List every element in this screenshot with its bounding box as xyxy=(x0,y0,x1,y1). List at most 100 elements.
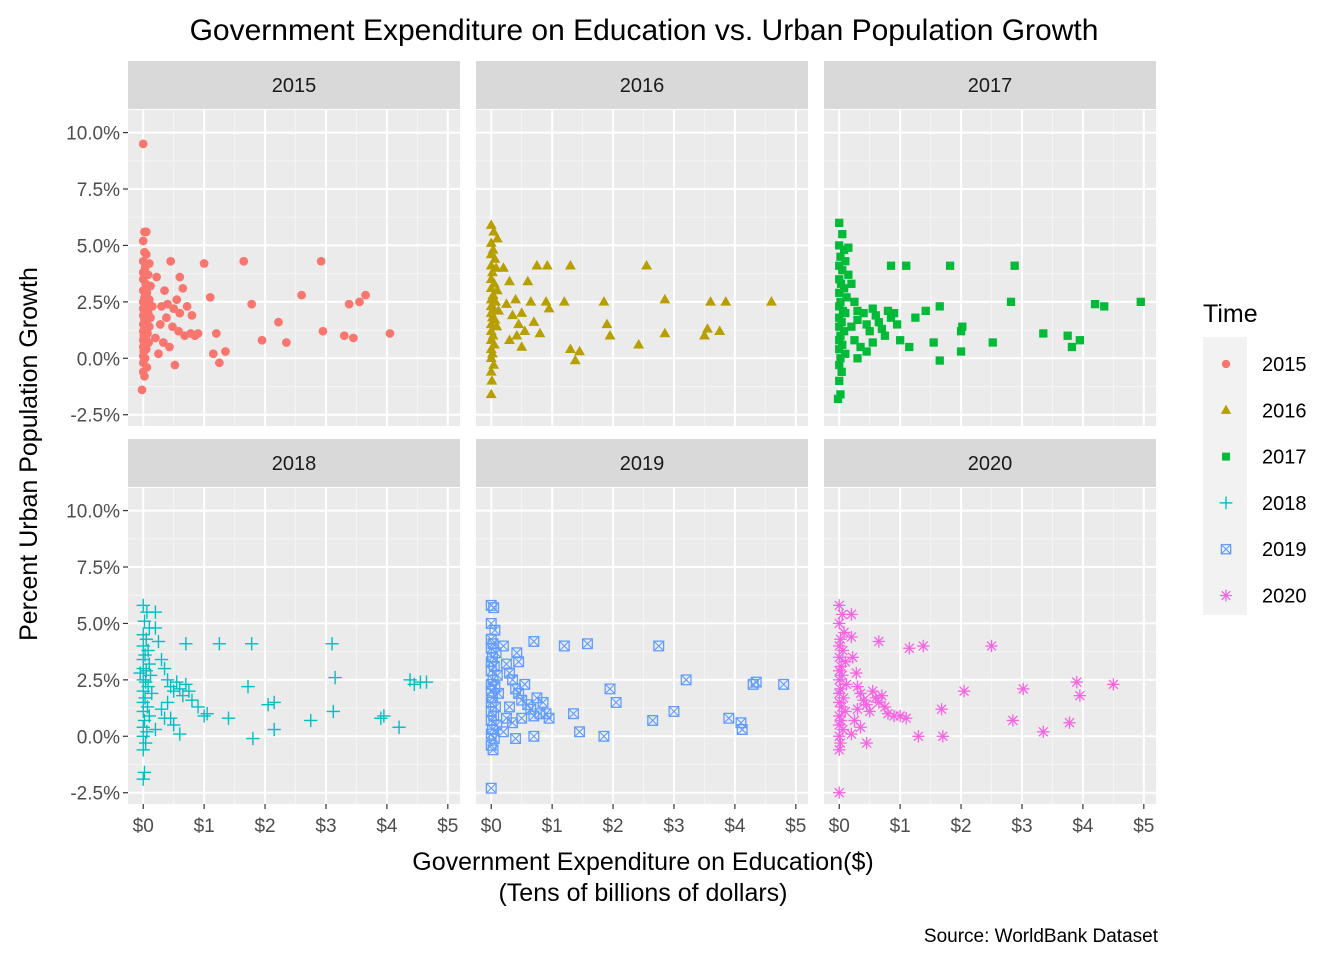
data-point xyxy=(598,296,610,306)
data-point-shape xyxy=(525,296,537,306)
data-point xyxy=(485,352,497,363)
legend-key-background xyxy=(1203,337,1247,615)
data-point-shape xyxy=(865,327,874,336)
data-point xyxy=(151,634,166,649)
data-point-shape xyxy=(516,694,527,706)
facet-strip-label: 2017 xyxy=(968,75,1013,97)
data-point xyxy=(516,341,528,351)
data-point-shape xyxy=(853,306,862,316)
data-point-shape xyxy=(668,706,680,717)
data-point-shape xyxy=(1067,342,1077,352)
data-point xyxy=(152,272,162,282)
data-point xyxy=(845,727,858,741)
data-point-shape xyxy=(316,256,326,266)
data-point xyxy=(835,241,844,250)
data-point-shape xyxy=(896,336,905,345)
data-point xyxy=(851,702,864,716)
data-point-shape xyxy=(581,638,593,650)
data-point-shape xyxy=(486,665,497,677)
data-point-shape xyxy=(516,307,528,317)
data-point xyxy=(1016,682,1030,696)
data-point-shape xyxy=(610,697,622,708)
data-point xyxy=(173,727,187,741)
data-point xyxy=(510,733,522,745)
data-point xyxy=(935,702,948,716)
data-point-shape xyxy=(361,290,370,300)
data-point-shape xyxy=(504,701,515,713)
data-point-shape xyxy=(558,640,570,652)
data-point-shape xyxy=(221,347,230,356)
data-point-shape xyxy=(937,731,948,742)
data-point-shape xyxy=(844,270,853,279)
data-point-shape xyxy=(904,643,915,654)
data-point xyxy=(850,297,859,306)
x-tick-label: $1 xyxy=(194,816,215,837)
data-point xyxy=(486,375,498,385)
legend-key-symbol xyxy=(1220,404,1232,414)
data-point xyxy=(504,667,515,679)
data-point xyxy=(349,333,358,343)
data-point xyxy=(138,139,148,149)
data-point xyxy=(886,261,896,270)
chart-caption: Source: WorldBank Dataset xyxy=(924,926,1159,947)
data-point-shape xyxy=(838,266,847,275)
data-point xyxy=(841,349,850,358)
data-point-shape xyxy=(215,358,224,368)
data-point xyxy=(839,245,849,255)
data-point-shape xyxy=(647,715,659,726)
data-point-shape xyxy=(516,713,527,724)
data-point xyxy=(945,261,955,270)
data-point-shape xyxy=(257,335,267,345)
data-point-shape xyxy=(847,322,856,331)
data-point-shape xyxy=(543,713,555,724)
data-point xyxy=(633,338,645,349)
facet-strip xyxy=(476,439,808,487)
facet-panel-2019: 2019 $0 $1 $2 $3 $4 $5 xyxy=(476,439,808,837)
data-point-shape xyxy=(750,676,762,688)
data-point xyxy=(836,644,850,657)
data-point xyxy=(246,731,260,746)
legend-key-symbol-shape xyxy=(1221,590,1231,601)
data-point-shape xyxy=(911,313,920,322)
data-point xyxy=(641,259,653,270)
data-point-shape xyxy=(574,345,586,356)
data-point-shape xyxy=(601,318,613,329)
data-point-shape xyxy=(714,325,726,335)
data-point xyxy=(846,651,859,664)
y-tick-label: 7.5% xyxy=(77,180,120,201)
data-point-shape xyxy=(918,641,929,651)
data-point-shape xyxy=(155,320,165,329)
data-point xyxy=(842,293,851,302)
data-point xyxy=(569,354,581,365)
data-point xyxy=(385,329,395,338)
data-point xyxy=(488,733,500,745)
data-point-shape xyxy=(516,712,528,724)
data-point-shape xyxy=(574,726,585,737)
data-point xyxy=(489,253,501,263)
data-point-shape xyxy=(507,309,519,320)
data-point xyxy=(845,630,858,644)
data-point-shape xyxy=(859,309,868,318)
data-point-shape xyxy=(1075,336,1084,345)
data-point xyxy=(136,743,150,757)
data-point-shape xyxy=(835,313,844,322)
data-point-shape xyxy=(1007,715,1018,726)
data-point xyxy=(1107,678,1120,691)
facet-panel-2020: 2020 $0 $1 $2 $3 $4 $5 xyxy=(824,439,1156,837)
data-point-shape xyxy=(486,375,498,385)
data-point xyxy=(837,367,846,376)
data-point xyxy=(850,336,859,345)
data-point xyxy=(136,772,150,786)
data-point-shape xyxy=(680,674,692,686)
data-point xyxy=(836,252,845,261)
data-point xyxy=(179,677,193,692)
data-point-shape xyxy=(504,667,515,679)
data-point xyxy=(856,342,865,352)
data-point-shape xyxy=(540,296,552,306)
data-point-shape xyxy=(485,307,497,317)
data-point-shape xyxy=(856,342,865,352)
series-2016-points xyxy=(485,219,777,399)
data-point-shape xyxy=(659,293,671,304)
data-point xyxy=(504,275,515,286)
data-point xyxy=(714,325,726,335)
